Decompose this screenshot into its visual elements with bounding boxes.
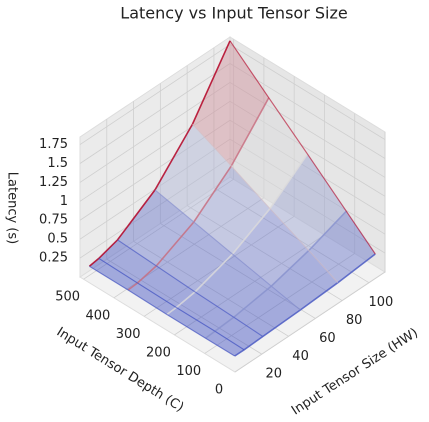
grid-line [143, 216, 295, 317]
grid-line [229, 138, 386, 235]
z-tick-label: 1.25 [39, 175, 68, 190]
surface-line [229, 40, 376, 255]
grid-line [229, 44, 386, 140]
x-tick-label: 20 [266, 367, 283, 382]
x-axis-label: Input Tensor Size (HW) [289, 326, 421, 419]
chart-title: Latency vs Input Tensor Size [120, 4, 347, 23]
x-tick-label: 80 [346, 313, 363, 328]
grid-line [79, 63, 231, 164]
z-tick-label: 0.25 [39, 251, 68, 266]
z-tick-label: 0.5 [47, 232, 68, 247]
z-tick-label: 1.5 [47, 156, 68, 171]
grid-line [186, 205, 343, 301]
grid-line [79, 44, 231, 145]
grid-line [204, 253, 355, 354]
y-tick-label: 400 [85, 308, 110, 323]
grid-line [133, 240, 289, 337]
grid-line [79, 157, 231, 259]
grid-line [229, 82, 386, 178]
surface-line [192, 123, 339, 284]
surface-line [89, 265, 236, 357]
y-tick-label: 300 [116, 327, 141, 342]
surface-line [98, 257, 245, 351]
x-tick-label: 100 [369, 295, 394, 310]
x-tick-label: 40 [292, 349, 309, 364]
grid-line [83, 178, 234, 280]
z-axis-label: Latency (s) [5, 172, 20, 244]
grid-line [229, 157, 386, 254]
surface-line [205, 210, 347, 339]
grid-line [213, 187, 370, 284]
y-tick-label: 0 [215, 383, 223, 398]
y-tick-label: 100 [176, 364, 201, 379]
z-tick-label: 0.75 [39, 213, 68, 228]
surface-line [117, 239, 264, 337]
surface-line [166, 153, 309, 316]
grid-line [79, 82, 231, 183]
grid-line [174, 234, 325, 336]
grid-line [229, 100, 386, 197]
grid-line [106, 258, 262, 355]
grid-line [160, 223, 316, 319]
surface-line [127, 97, 270, 291]
surface-line [234, 253, 376, 357]
grid-line [79, 100, 231, 202]
z-tick-label: 1.75 [39, 137, 68, 152]
surface-line [88, 40, 231, 267]
x-tick-label: 60 [319, 331, 336, 346]
grid-line [229, 119, 386, 216]
surface-line [154, 189, 301, 311]
z-tick-label: 1 [60, 194, 68, 209]
y-tick-label: 500 [55, 290, 80, 305]
grid-line [234, 271, 386, 373]
y-tick-label: 200 [146, 345, 171, 360]
